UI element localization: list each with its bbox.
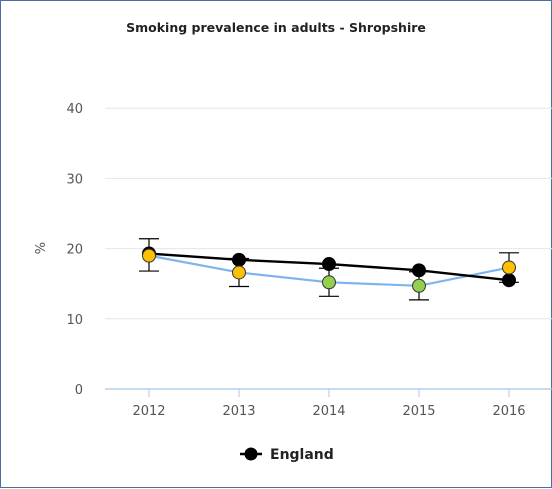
gridlines — [105, 107, 552, 320]
x-tick-label-2013: 2013 — [222, 404, 255, 419]
england-point-2016 — [502, 273, 516, 288]
x-tick-label-2014: 2014 — [312, 404, 345, 419]
legend-england-marker — [244, 447, 258, 461]
x-tick-label-2016: 2016 — [492, 404, 525, 419]
x-tick-label-2012: 2012 — [132, 404, 165, 419]
england-point-2015 — [412, 263, 426, 278]
series-layer — [139, 238, 519, 301]
y-tick-label-10: 10 — [66, 313, 83, 328]
local-point-2013 — [232, 265, 246, 280]
y-tick-label-20: 20 — [66, 243, 83, 258]
local-point-2012 — [142, 248, 156, 263]
legend-england-label: England — [270, 447, 334, 463]
chart-title: Smoking prevalence in adults - Shropshir… — [126, 20, 426, 35]
y-axis-label: % — [34, 242, 49, 254]
local-point-2014 — [322, 275, 336, 290]
axes: 0 10 20 30 40 2012 2013 2014 2015 2016 — [66, 102, 552, 419]
y-tick-label-30: 30 — [66, 172, 83, 187]
local-point-2015 — [412, 278, 426, 293]
y-tick-label-40: 40 — [66, 102, 83, 117]
local-point-2016 — [502, 260, 516, 275]
legend[interactable]: England — [240, 447, 334, 463]
y-tick-label-0: 0 — [75, 383, 83, 398]
england-point-2013 — [232, 252, 246, 267]
england-point-2014 — [322, 257, 336, 272]
x-tick-label-2015: 2015 — [402, 404, 435, 419]
